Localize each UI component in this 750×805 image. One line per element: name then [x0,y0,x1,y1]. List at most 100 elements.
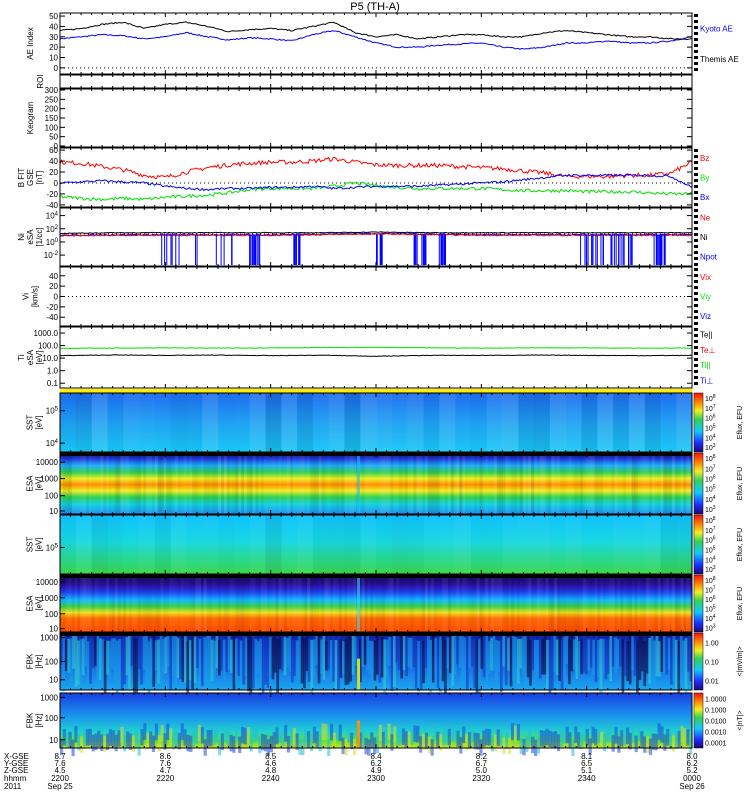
spectrogram-texture [594,575,598,632]
spectrogram-texture [608,725,612,742]
spectrogram-texture [447,728,451,746]
spectrogram-texture [378,640,382,683]
spectrogram-texture [169,575,173,632]
spectrogram-texture [543,575,546,632]
spectrogram-texture [476,575,480,632]
y-tick-label: 150 [45,114,59,123]
z-gse-value: 4.8 [265,766,277,775]
spectrogram-texture [683,575,687,632]
spectrogram-texture [154,453,158,514]
spectrogram-texture [371,641,374,690]
spectrogram-texture [417,641,421,692]
spectrogram-texture [210,639,214,681]
spectrogram-texture [543,635,547,675]
spectrogram-texture [237,638,241,676]
y-tick-label: 10 [49,736,58,745]
spectrogram-texture [361,636,365,668]
spectrogram-texture [128,575,133,632]
spectrogram-texture [518,393,535,452]
spectrogram-texture [203,575,207,632]
spectrogram-texture [581,515,597,574]
spectrogram-texture [528,729,532,747]
spectrogram-texture [502,575,505,632]
spectrogram-texture [619,637,622,667]
axis-label-line: [eV] [35,537,44,551]
spectrogram-texture [588,453,592,514]
spectrogram-texture [195,453,199,514]
spectrogram-texture [592,639,596,676]
spectrogram-texture [456,634,459,665]
spectrogram-texture [378,453,383,514]
spectrogram-texture [660,453,664,514]
spectrogram-texture [226,453,230,514]
colorbar-tick-label: 106 [705,536,716,545]
spectrogram-texture [281,515,297,574]
spectrogram-texture [376,634,379,675]
spectrogram-texture [271,637,275,680]
spectrogram-texture [358,639,362,683]
ti-axis-label: Ti eSA [eV] [17,349,44,365]
sst-axis-label-1-colorbar-label: Eflux, EFU [737,406,744,439]
spectrogram-texture [183,636,187,683]
spectrogram-texture [247,634,250,692]
spectrogram-texture [424,637,428,668]
spectrogram-texture [444,575,449,632]
spectrogram-texture [540,575,543,632]
spectrogram-texture [100,575,103,632]
spectrogram-texture [410,728,414,745]
y-tick-label: 300 [45,86,59,95]
spectrogram-texture [657,575,661,632]
y-tick-label: 20 [49,282,58,291]
spectrogram-texture [669,453,673,514]
y-tick-label: 40 [49,157,58,166]
y-tick-label: 1000 [40,594,58,603]
spectrogram-texture [416,726,420,743]
spectrogram-texture [235,453,239,514]
y-tick-label: 50 [49,12,58,21]
series-line [59,231,693,235]
y-gse-value: 6.5 [581,759,593,768]
spectrogram-texture [384,453,388,514]
spectrogram-texture [367,575,370,632]
spectrogram-texture [651,733,655,751]
spectrogram-texture [135,575,138,632]
colorbar [693,692,704,749]
keogram-axis-label: Keogram [26,101,35,134]
axis-label-line: Ni [17,233,26,241]
spectrogram-texture [541,639,545,675]
spectrogram-texture [424,453,429,514]
spectrogram-texture [427,633,430,687]
y-tick-label: 1.0 [47,367,59,376]
spectrogram-texture [298,738,302,755]
spectrogram-texture [203,637,207,683]
spectrogram-texture [140,575,143,632]
spectrogram-texture [269,636,272,693]
y-tick-label: 1000 [40,634,58,643]
spectrogram-texture [191,636,194,690]
spectrogram-texture [628,634,632,685]
spectrogram-texture [324,453,327,514]
spectrogram-texture [367,739,371,756]
edge-marker [694,352,698,355]
series-line [59,21,693,41]
spectrogram-texture [103,453,106,514]
y-tick-label: 0 [54,293,59,302]
colorbar [693,574,704,633]
spectrogram-texture [632,575,635,632]
spectrogram-texture [169,637,173,690]
spectrogram-texture [226,729,230,747]
spectrogram-texture [283,636,287,676]
spectrogram-texture [309,734,314,751]
spectrogram-texture [507,637,510,671]
spectrogram-texture [660,575,664,632]
spectrogram-texture [585,728,589,746]
spectrogram-texture [422,640,425,684]
spectrogram-texture [456,453,460,514]
edge-marker [694,173,698,176]
spectrogram-texture [677,730,681,748]
spectrogram-texture [381,575,385,632]
colorbar-tick-label: 104 [705,614,716,623]
colorbar [693,514,704,575]
spectrogram-texture [629,515,645,574]
